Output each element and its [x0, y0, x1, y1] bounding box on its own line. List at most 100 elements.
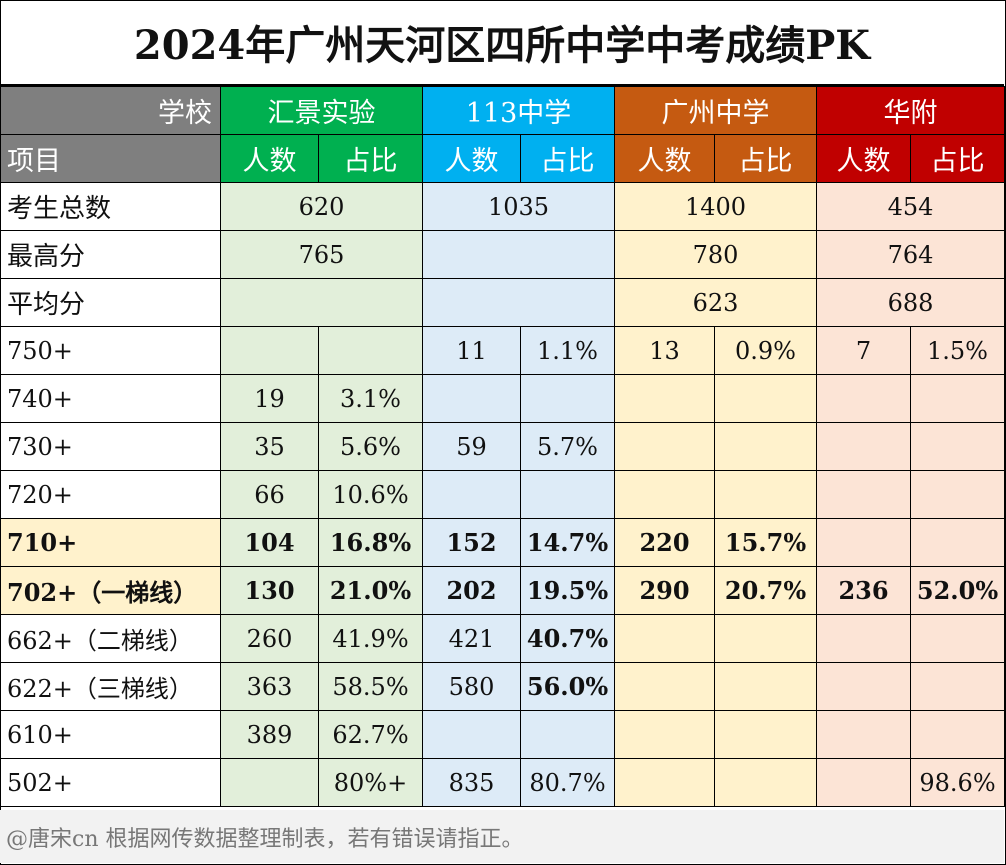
- ratio-cell: [910, 374, 1006, 423]
- count-cell: [614, 470, 716, 519]
- row-label: 740+: [0, 374, 221, 423]
- ratio-cell: [714, 758, 818, 807]
- count-cell: [816, 614, 912, 663]
- footer-note: @唐宋cn 根据网传数据整理制表，若有错误请指正。: [0, 810, 1004, 863]
- count-cell: 66: [220, 470, 319, 519]
- count-cell: [614, 758, 716, 807]
- count-cell: [614, 710, 716, 759]
- count-cell: 13: [614, 326, 716, 375]
- ratio-cell: 40.7%: [519, 614, 616, 663]
- count-header: 人数: [220, 134, 319, 183]
- count-cell: [816, 662, 912, 711]
- ratio-header: 占比: [714, 134, 818, 183]
- school-header-guangzhou: 广州中学: [614, 86, 818, 135]
- count-header: 人数: [614, 134, 716, 183]
- row-label: 730+: [0, 422, 221, 471]
- score-row: 610+ 389 62.7%: [0, 710, 1006, 759]
- count-cell: [422, 374, 521, 423]
- count-cell: 580: [422, 662, 521, 711]
- count-cell: 7: [816, 326, 912, 375]
- count-cell: [220, 326, 319, 375]
- row-label: 622+（三梯线）: [0, 662, 221, 711]
- ratio-cell: [714, 422, 818, 471]
- ratio-cell: [910, 470, 1006, 519]
- summary-cell: [421, 278, 616, 327]
- count-cell: [816, 518, 912, 567]
- ratio-cell: 15.7%: [714, 518, 818, 567]
- score-row: 662+（二梯线） 260 41.9% 421 40.7%: [0, 614, 1006, 663]
- count-header: 人数: [816, 134, 912, 183]
- ratio-cell: 56.0%: [519, 662, 616, 711]
- row-label: 610+: [0, 710, 221, 759]
- count-cell: 202: [422, 566, 521, 615]
- count-cell: 220: [614, 518, 716, 567]
- count-header: 人数: [422, 134, 521, 183]
- summary-cell: 1035: [421, 182, 616, 231]
- ratio-header: 占比: [318, 134, 423, 183]
- ratio-header: 占比: [519, 134, 616, 183]
- ratio-cell: 19.5%: [519, 566, 616, 615]
- count-cell: 363: [220, 662, 319, 711]
- ratio-cell: [318, 326, 423, 375]
- score-row: 730+ 35 5.6% 59 5.7%: [0, 422, 1006, 471]
- ratio-cell: 98.6%: [910, 758, 1006, 807]
- ratio-cell: [910, 710, 1006, 759]
- ratio-cell: 62.7%: [318, 710, 423, 759]
- row-label: 720+: [0, 470, 221, 519]
- ratio-cell: [519, 470, 616, 519]
- count-cell: 35: [220, 422, 319, 471]
- count-cell: [220, 758, 319, 807]
- school-label: 学校: [0, 86, 221, 135]
- ratio-cell: 21.0%: [318, 566, 423, 615]
- page-title: 2024年广州天河区四所中学中考成绩PK: [0, 0, 1004, 86]
- count-cell: 104: [220, 518, 319, 567]
- ratio-cell: 80.7%: [519, 758, 616, 807]
- count-cell: 290: [614, 566, 716, 615]
- ratio-cell: [910, 518, 1006, 567]
- count-cell: [614, 422, 716, 471]
- ratio-cell: 16.8%: [318, 518, 423, 567]
- row-label: 710+: [0, 518, 221, 567]
- ratio-cell: 0.9%: [714, 326, 818, 375]
- count-cell: [816, 374, 912, 423]
- score-row: 622+（三梯线） 363 58.5% 580 56.0%: [0, 662, 1006, 711]
- item-label: 项目: [0, 134, 221, 183]
- ratio-cell: [910, 422, 1006, 471]
- row-label: 502+: [0, 758, 221, 807]
- row-label: 考生总数: [0, 182, 221, 231]
- summary-cell: 765: [220, 230, 423, 279]
- score-row: 710+ 104 16.8% 152 14.7% 220 15.7%: [0, 518, 1006, 567]
- summary-cell: [421, 230, 616, 279]
- ratio-cell: 3.1%: [318, 374, 423, 423]
- score-row: 750+ 11 1.1% 13 0.9% 7 1.5%: [0, 326, 1006, 375]
- summary-cell: 620: [220, 182, 423, 231]
- count-cell: 835: [422, 758, 521, 807]
- ratio-cell: 52.0%: [910, 566, 1006, 615]
- score-row: 702+（一梯线） 130 21.0% 202 19.5% 290 20.7% 236 52.0…: [0, 566, 1006, 615]
- score-table: 学校 汇景实验 113中学 广州中学 华附 项目 人数 占比 人数 占比 人数 …: [0, 86, 1006, 807]
- count-cell: 389: [220, 710, 319, 759]
- ratio-cell: 80%+: [318, 758, 423, 807]
- ratio-cell: [519, 374, 616, 423]
- summary-row: 平均分 623 688: [0, 278, 1006, 327]
- row-label: 平均分: [0, 278, 221, 327]
- count-cell: [614, 614, 716, 663]
- count-cell: 59: [422, 422, 521, 471]
- ratio-cell: [714, 470, 818, 519]
- row-label: 750+: [0, 326, 221, 375]
- score-row: 502+ 80%+ 835 80.7% 98.6%: [0, 758, 1006, 807]
- count-cell: 236: [816, 566, 912, 615]
- summary-cell: 780: [614, 230, 818, 279]
- ratio-cell: [910, 614, 1006, 663]
- count-cell: [816, 710, 912, 759]
- ratio-cell: 58.5%: [318, 662, 423, 711]
- ratio-cell: [910, 662, 1006, 711]
- ratio-cell: 5.6%: [318, 422, 423, 471]
- summary-cell: 1400: [614, 182, 818, 231]
- score-row: 720+ 66 10.6%: [0, 470, 1006, 519]
- ratio-cell: [714, 374, 818, 423]
- row-label: 702+（一梯线）: [0, 566, 221, 615]
- ratio-cell: 41.9%: [318, 614, 423, 663]
- summary-cell: 688: [816, 278, 1006, 327]
- header-row-schools: 学校 汇景实验 113中学 广州中学 华附: [0, 86, 1006, 135]
